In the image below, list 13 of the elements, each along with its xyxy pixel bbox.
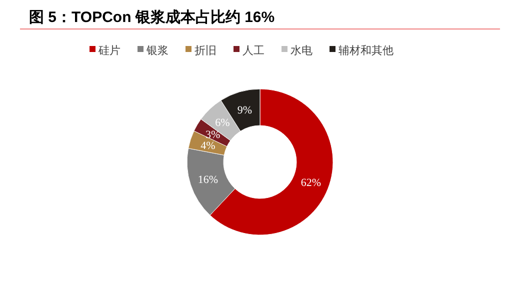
legend-label: 折旧 [194,44,216,57]
legend-label: 硅片 [98,44,120,57]
data-label: 3% [206,128,220,141]
legend-label: 水电 [290,44,312,57]
data-label: 62% [300,177,321,190]
legend-label: 人工 [242,44,264,57]
chart-title: 图 5：TOPCon 银浆成本占比约 16% [29,9,275,26]
legend-label: 银浆 [146,44,168,57]
data-label: 6% [215,116,230,129]
data-label: 4% [200,140,216,152]
legend-label: 辅材和其他 [338,44,394,57]
data-label: 16% [198,174,218,186]
data-label: 9% [237,104,252,116]
